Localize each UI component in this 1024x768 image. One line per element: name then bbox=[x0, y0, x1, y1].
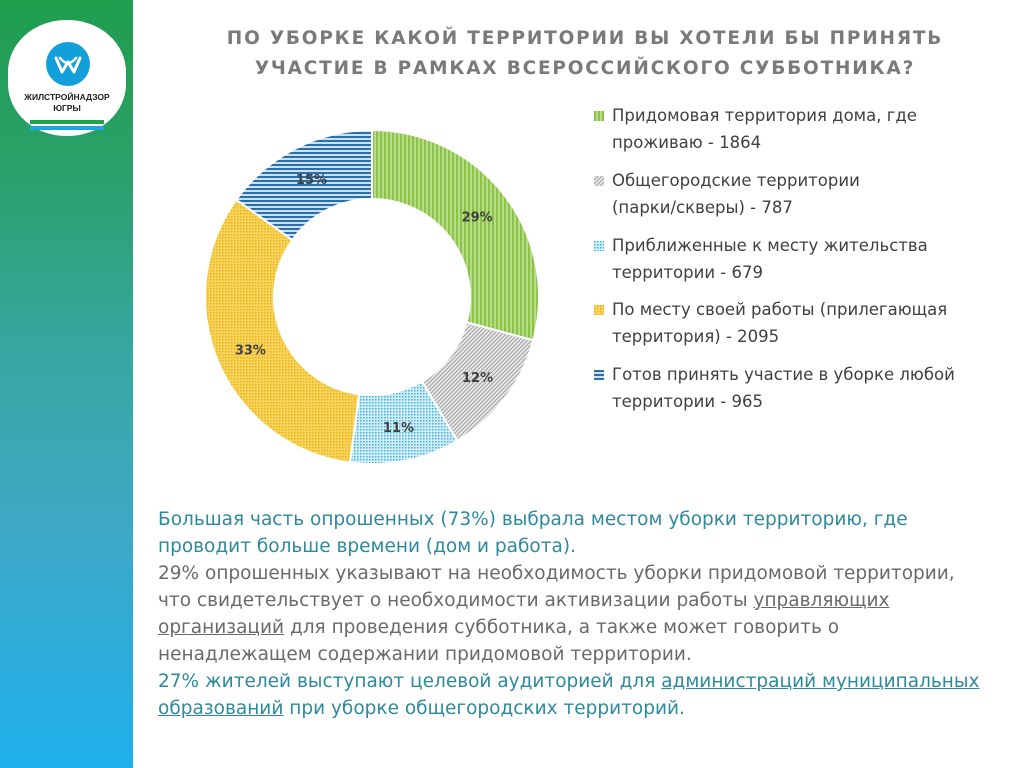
donut-slice-0 bbox=[371, 128, 540, 342]
legend-swatch-4 bbox=[594, 370, 604, 380]
summary-paragraph-3: 27% жителей выступают целевой аудиторией… bbox=[158, 671, 980, 719]
legend-swatch-2 bbox=[594, 241, 604, 251]
slice-label-4: 15% bbox=[296, 173, 327, 188]
logo: ЖИЛСТРОЙНАДЗОР ЮГРЫ bbox=[8, 20, 126, 136]
legend-label: Общегородские территории (парки/скверы) -… bbox=[612, 171, 860, 217]
legend-swatch-0 bbox=[594, 111, 604, 121]
summary-paragraph-2: 29% опрошенных указывают на необходимост… bbox=[158, 563, 955, 665]
slice-label-0: 29% bbox=[462, 210, 493, 225]
donut-slice-3 bbox=[204, 198, 361, 464]
chart-title-line1: ПО УБОРКЕ КАКОЙ ТЕРРИТОРИИ ВЫ ХОТЕЛИ БЫ … bbox=[226, 28, 944, 49]
municipal-administrations-link[interactable]: администраций муниципальных образований bbox=[158, 671, 980, 719]
managing-organizations-link[interactable]: управляющих организаций bbox=[158, 590, 890, 638]
legend-label: По месту своей работы (прилегающая террит… bbox=[612, 300, 948, 346]
slice-label-2: 11% bbox=[383, 421, 414, 436]
logo-stripes bbox=[30, 120, 104, 132]
summary-paragraph-1: Большая часть опрошенных (73%) выбрала м… bbox=[158, 509, 908, 557]
summary-text: Большая часть опрошенных (73%) выбрала м… bbox=[158, 506, 988, 722]
logo-subtitle: ЮГРЫ bbox=[53, 103, 81, 113]
legend-label: Приближенные к месту жительства территори… bbox=[612, 236, 928, 282]
chart-title-line2: УЧАСТИЕ В РАМКАХ ВСЕРОССИЙСКОГО СУББОТНИ… bbox=[254, 58, 916, 79]
legend-label: Придомовая территория дома, где проживаю … bbox=[612, 106, 917, 152]
chart-title: ПО УБОРКЕ КАКОЙ ТЕРРИТОРИИ ВЫ ХОТЕЛИ БЫ … bbox=[150, 24, 1020, 84]
donut-slice-4 bbox=[234, 128, 373, 242]
logo-emblem-icon bbox=[46, 42, 90, 86]
slice-label-3: 33% bbox=[235, 344, 266, 359]
donut-chart: 29% 12% 11% 33% 15% bbox=[204, 128, 540, 465]
sidebar-gradient: ЖИЛСТРОЙНАДЗОР ЮГРЫ bbox=[0, 0, 133, 768]
legend-swatch-1 bbox=[594, 176, 604, 186]
logo-title: ЖИЛСТРОЙНАДЗОР bbox=[24, 92, 110, 102]
legend-swatch-3 bbox=[594, 305, 604, 315]
slice-label-1: 12% bbox=[462, 371, 493, 386]
legend-label: Готов принять участие в уборке любой терр… bbox=[612, 365, 955, 411]
